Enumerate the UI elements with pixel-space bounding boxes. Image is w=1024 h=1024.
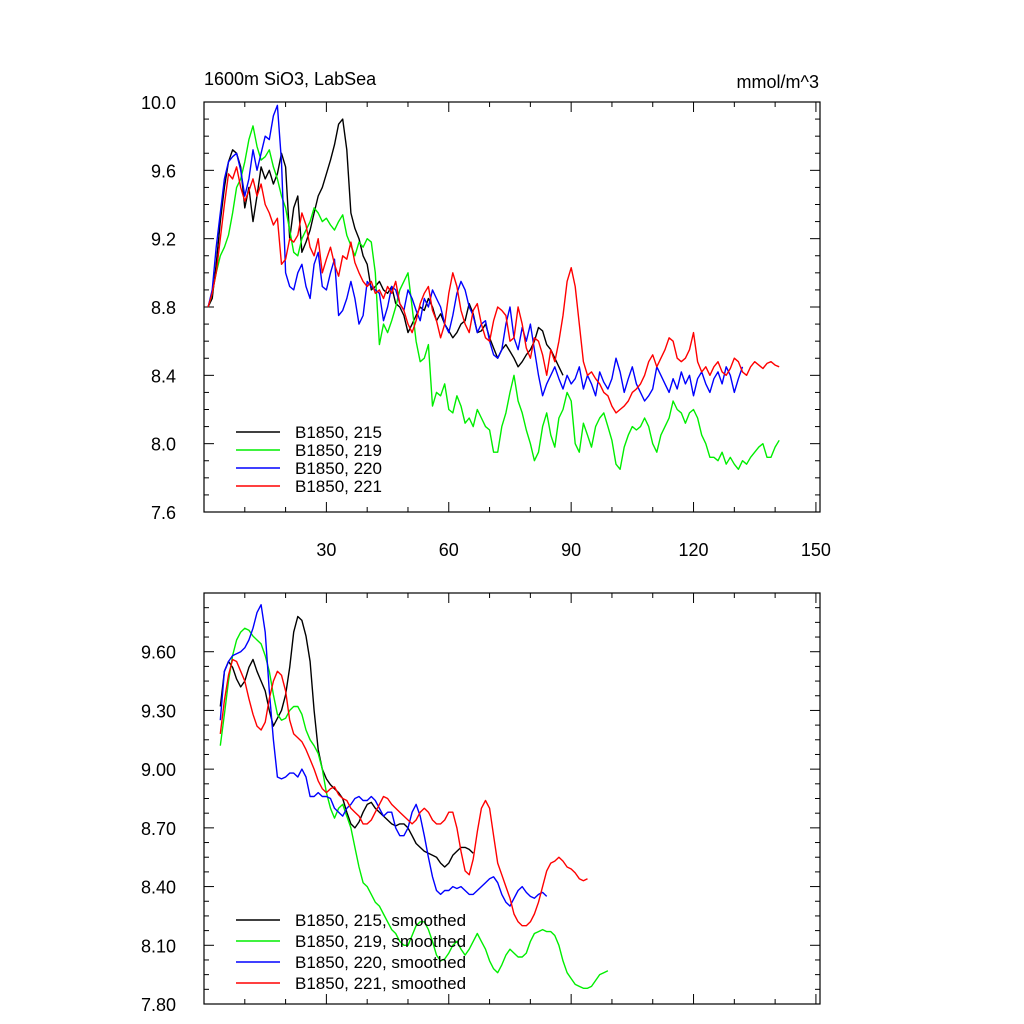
y-tick-label: 9.60 xyxy=(141,643,176,663)
legend-label: B1850, 221 xyxy=(295,477,382,496)
x-tick-label: 150 xyxy=(801,540,831,560)
y-tick-label: 8.8 xyxy=(151,298,176,318)
series-line-3 xyxy=(207,104,744,402)
legend-label: B1850, 221, smoothed xyxy=(295,974,466,993)
y-tick-label: 8.4 xyxy=(151,366,176,386)
y-tick-label: 8.70 xyxy=(141,819,176,839)
legend-label: B1850, 220 xyxy=(295,459,382,478)
y-tick-label: 7.6 xyxy=(151,503,176,523)
legend-label: B1850, 220, smoothed xyxy=(295,953,466,972)
legend-label: B1850, 219, smoothed xyxy=(295,932,466,951)
x-tick-label: 90 xyxy=(561,540,581,560)
y-tick-label: 8.0 xyxy=(151,435,176,455)
top-panel: 1600m SiO3, LabSea mmol/m^3 30 60 90 120 150… xyxy=(141,69,831,560)
legend-label: B1850, 219 xyxy=(295,441,382,460)
units-label: mmol/m^3 xyxy=(737,72,819,92)
x-tick-label: 120 xyxy=(679,540,709,560)
series-line-1 xyxy=(219,615,474,868)
series-line-4 xyxy=(207,166,780,414)
chart-title: 1600m SiO3, LabSea xyxy=(204,69,377,89)
x-tick-label: 30 xyxy=(316,540,336,560)
series-line-3 xyxy=(219,604,548,907)
y-tick-label: 8.40 xyxy=(141,878,176,898)
y-tick-label: 8.10 xyxy=(141,936,176,956)
y-tick-label: 9.2 xyxy=(151,230,176,250)
y-tick-label: 9.00 xyxy=(141,760,176,780)
legend-label: B1850, 215 xyxy=(295,423,382,442)
bottom-panel: 7.80 8.10 8.40 8.70 9.00 9.30 9.60 B1850, 215, … xyxy=(141,592,821,1015)
series-line-2 xyxy=(219,627,609,989)
series-line-2 xyxy=(207,125,780,470)
y-tick-label: 9.6 xyxy=(151,161,176,181)
x-tick-label: 60 xyxy=(439,540,459,560)
y-tick-label: 7.80 xyxy=(141,995,176,1015)
legend-label: B1850, 215, smoothed xyxy=(295,911,466,930)
y-tick-label: 10.0 xyxy=(141,93,176,113)
y-tick-label: 9.30 xyxy=(141,701,176,721)
series-line-4 xyxy=(219,658,588,927)
